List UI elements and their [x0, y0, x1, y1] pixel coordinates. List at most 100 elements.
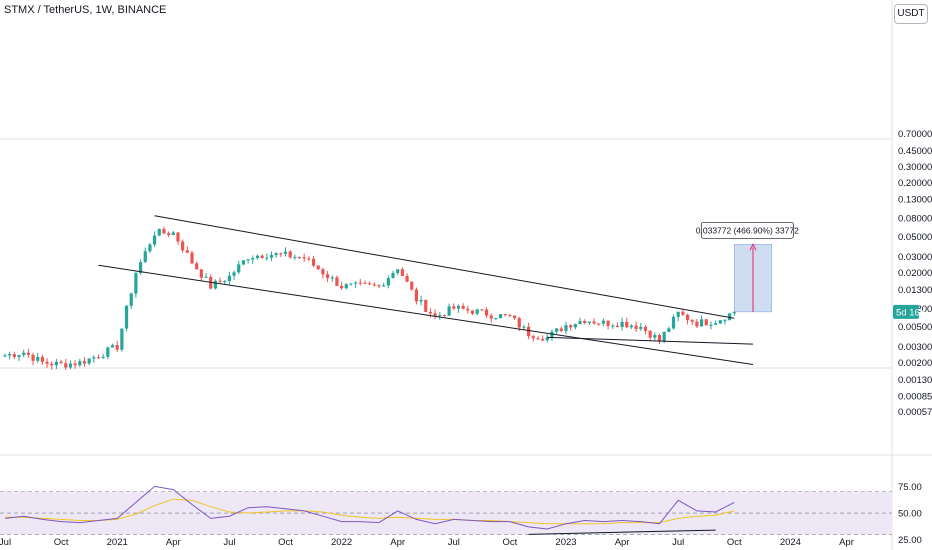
candle-body — [452, 306, 456, 309]
current-price-countdown: 5d 16h — [896, 307, 925, 318]
rsi-tick-label: 25.00 — [898, 535, 922, 546]
candle-body — [96, 357, 101, 359]
candle-body — [728, 313, 732, 321]
candle-body — [522, 326, 526, 328]
candle-body — [283, 251, 288, 254]
candle-body — [447, 306, 451, 316]
candle-body — [297, 257, 302, 259]
candle-body — [344, 284, 348, 289]
candle-body — [288, 251, 292, 258]
candle-body — [199, 269, 203, 278]
candle-body — [8, 354, 12, 356]
rsi-ma-line — [5, 498, 735, 525]
candle-body — [676, 311, 680, 317]
candle-body — [484, 309, 489, 316]
candle-body — [82, 361, 87, 364]
candle-body — [386, 278, 390, 286]
channel-line-upper — [154, 215, 735, 319]
candle-body — [545, 337, 549, 341]
candle-body — [45, 361, 49, 364]
candle-body — [541, 338, 545, 341]
candle-body — [592, 321, 596, 324]
candle-body — [428, 311, 433, 314]
candle-body — [54, 361, 59, 366]
candle-body — [106, 347, 110, 357]
candles-group — [3, 226, 736, 370]
time-tick-label: Jul — [672, 537, 684, 548]
drawings-group: 0.033772 (466.90%) 33772 — [98, 215, 799, 366]
measure-label-box — [700, 221, 794, 239]
candle-body — [204, 276, 208, 278]
candle-body — [251, 258, 255, 260]
candle-body — [643, 326, 648, 331]
candle-body — [657, 335, 662, 342]
candle-body — [157, 228, 161, 236]
time-tick-label: Oct — [54, 537, 69, 548]
candle-body — [508, 314, 512, 316]
candle-body — [358, 282, 362, 284]
candle-body — [31, 354, 35, 361]
candle-body — [391, 272, 395, 279]
candle-body — [536, 338, 540, 340]
candle-body — [714, 323, 718, 325]
candle-body — [115, 345, 119, 350]
candle-body — [475, 309, 479, 314]
candle-body — [181, 241, 185, 251]
candle-body — [316, 265, 320, 270]
rsi-divergence-line — [528, 529, 716, 535]
currency-selector[interactable]: USDT — [894, 4, 928, 24]
candle-body — [293, 257, 297, 259]
candle-body — [325, 274, 330, 279]
candle-body — [578, 321, 582, 325]
candle-body — [503, 314, 507, 316]
rsi-tick-label: 50.00 — [898, 509, 922, 520]
candle-body — [223, 281, 227, 283]
measure-arrow-head — [749, 243, 757, 251]
time-tick-label: Oct — [278, 537, 293, 548]
candle-body — [68, 363, 73, 368]
candle-body — [433, 313, 437, 316]
candle-body — [498, 314, 503, 319]
candle-body — [625, 321, 629, 328]
candle-body — [120, 328, 124, 350]
time-axis[interactable]: Jul Oct 2021 Apr Jul Oct 2022 Apr Jul Oct 2023 Apr J… — [0, 537, 854, 548]
candle-body — [153, 235, 157, 245]
candle-body — [559, 328, 563, 332]
candle-body — [3, 355, 7, 357]
candle-body — [148, 244, 152, 252]
candle-body — [648, 330, 652, 338]
candle-body — [330, 277, 334, 279]
time-tick-label: Apr — [839, 537, 854, 548]
candle-body — [40, 356, 44, 362]
candle-body — [634, 325, 638, 329]
candle-body — [400, 269, 404, 276]
candle-body — [78, 361, 82, 366]
candle-body — [671, 316, 676, 329]
candle-body — [302, 257, 306, 259]
candle-body — [718, 320, 722, 324]
time-tick-label: 2024 — [780, 537, 801, 548]
candle-body — [354, 282, 358, 284]
candle-body — [709, 324, 713, 326]
candle-body — [311, 258, 316, 266]
time-tick-label: Oct — [727, 537, 742, 548]
candle-body — [307, 258, 311, 260]
candle-body — [171, 232, 175, 235]
candle-body — [470, 310, 475, 314]
candle-body — [246, 259, 250, 261]
candle-body — [143, 251, 147, 263]
candle-body — [597, 323, 601, 325]
candle-body — [699, 319, 704, 327]
candle-body — [587, 321, 591, 324]
candle-body — [12, 354, 16, 357]
candle-body — [681, 311, 685, 315]
